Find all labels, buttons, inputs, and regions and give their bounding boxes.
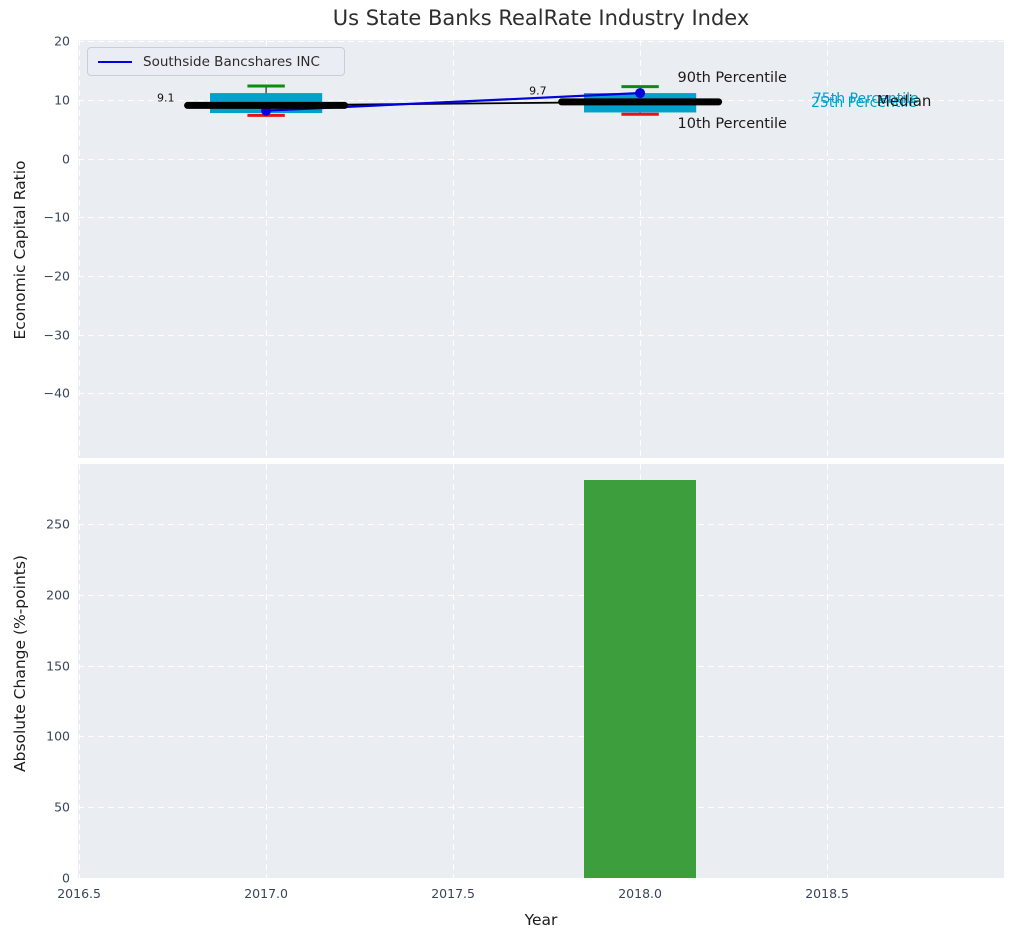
bottom-y-tick-label: 250 [46, 516, 70, 532]
bottom-y-tick-label: 100 [46, 728, 70, 744]
top-y-tick-label: 20 [54, 33, 70, 49]
top-horizontal-gridline [78, 158, 1004, 160]
top-y-tick-label: 10 [54, 92, 70, 108]
bottom-y-tick-label: 200 [46, 587, 70, 603]
top-y-tick-label: −10 [43, 209, 70, 225]
top-horizontal-gridline [78, 276, 1004, 278]
bottom-y-tick-label: 50 [54, 799, 70, 815]
annotation-median: Median [876, 92, 932, 110]
bar-2018 [584, 480, 697, 878]
chart-title: Us State Banks RealRate Industry Index [332, 6, 750, 30]
top-vertical-gridline [266, 40, 268, 458]
top-horizontal-gridline [78, 334, 1004, 336]
annotation-10th-percentile: 10th Percentile [677, 116, 787, 133]
x-tick-label: 2018.5 [805, 886, 849, 901]
annotation-9-7: 9.7 [529, 84, 547, 98]
legend-label: Southside Bancshares INC [143, 53, 320, 70]
top-horizontal-gridline [78, 217, 1004, 219]
top-y-axis-label: Economic Capital Ratio [11, 160, 29, 340]
x-tick-label: 2016.5 [57, 886, 101, 901]
bottom-horizontal-gridline [78, 665, 1004, 667]
bottom-horizontal-gridline [78, 807, 1004, 809]
bottom-vertical-gridline [79, 464, 81, 878]
top-vertical-gridline [453, 40, 455, 458]
top-horizontal-gridline [78, 41, 1004, 43]
top-y-tick-label: −40 [43, 385, 70, 401]
bottom-y-tick-label: 150 [46, 658, 70, 674]
bottom-horizontal-gridline [78, 736, 1004, 738]
x-tick-label: 2017.5 [431, 886, 475, 901]
top-vertical-gridline [79, 40, 81, 458]
top-y-tick-label: −20 [43, 268, 70, 284]
bottom-y-tick-label: 0 [62, 870, 70, 886]
annotation-75th-percentile: 75th Percentile [812, 91, 919, 108]
bottom-horizontal-gridline [78, 594, 1004, 596]
annotation-25th-percentile: 25th Percentile [811, 94, 917, 111]
x-axis-label: Year [524, 911, 558, 929]
legend: Southside Bancshares INC [87, 47, 345, 76]
bottom-vertical-gridline [266, 464, 268, 878]
legend-line-sample [98, 60, 132, 63]
bottom-horizontal-gridline [78, 524, 1004, 526]
top-vertical-gridline [827, 40, 829, 458]
annotation-90th-percentile: 90th Percentile [677, 69, 787, 86]
top-vertical-gridline [640, 40, 642, 458]
bottom-horizontal-gridline [78, 878, 1004, 879]
bottom-vertical-gridline [827, 464, 829, 878]
annotation-9-1: 9.1 [156, 91, 175, 105]
x-tick-label: 2018.0 [618, 886, 662, 901]
top-y-tick-label: 0 [62, 151, 70, 167]
x-tick-label: 2017.0 [244, 886, 288, 901]
bottom-axes [78, 464, 1004, 879]
top-horizontal-gridline [78, 393, 1004, 395]
bottom-vertical-gridline [453, 464, 455, 878]
top-y-tick-label: −30 [43, 327, 70, 343]
